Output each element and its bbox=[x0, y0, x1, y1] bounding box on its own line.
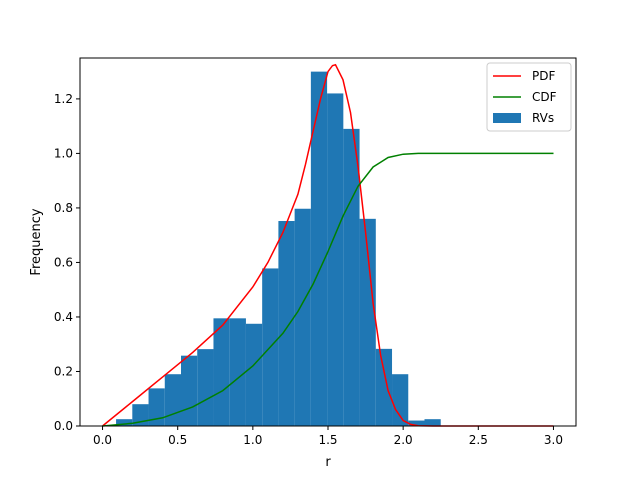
y-tick-label: 0.6 bbox=[54, 255, 73, 269]
x-axis-ticks: 0.0 0.5 1.0 1.5 2.0 2.5 3.0 bbox=[93, 426, 563, 447]
y-tick-label: 0.0 bbox=[54, 419, 73, 433]
histogram-bar bbox=[229, 318, 246, 426]
x-tick-label: 1.5 bbox=[318, 433, 337, 447]
y-tick-label: 1.0 bbox=[54, 146, 73, 160]
legend-cdf-label: CDF bbox=[532, 90, 557, 104]
y-tick-label: 0.8 bbox=[54, 201, 73, 215]
x-tick-label: 1.0 bbox=[243, 433, 262, 447]
legend-rvs-swatch bbox=[493, 113, 521, 123]
histogram-bar bbox=[245, 323, 263, 426]
histogram-bar bbox=[359, 218, 376, 426]
legend-pdf-label: PDF bbox=[532, 69, 555, 83]
x-tick-label: 3.0 bbox=[544, 433, 563, 447]
histogram-bar bbox=[375, 348, 393, 426]
x-tick-label: 0.0 bbox=[93, 433, 112, 447]
y-axis-ticks: 0.0 0.2 0.4 0.6 0.8 1.0 1.2 bbox=[54, 92, 80, 433]
histogram-bar bbox=[116, 419, 133, 426]
histogram-bar bbox=[197, 349, 214, 426]
legend-rvs-label: RVs bbox=[532, 111, 554, 125]
y-tick-label: 0.2 bbox=[54, 364, 73, 378]
histogram-bar bbox=[392, 374, 409, 426]
y-tick-label: 1.2 bbox=[54, 92, 73, 106]
histogram-bar bbox=[408, 420, 425, 426]
histogram-bar bbox=[424, 419, 441, 426]
x-tick-label: 2.5 bbox=[469, 433, 488, 447]
histogram-bars bbox=[116, 71, 441, 426]
histogram-bar bbox=[164, 374, 182, 426]
legend: PDF CDF RVs bbox=[486, 62, 572, 132]
histogram-bar bbox=[213, 318, 230, 426]
histogram-bar bbox=[343, 128, 360, 426]
y-axis-label: Frequency bbox=[29, 208, 44, 275]
x-tick-label: 2.0 bbox=[394, 433, 413, 447]
histogram-bar bbox=[278, 221, 295, 426]
histogram-bar bbox=[327, 93, 344, 426]
y-tick-label: 0.4 bbox=[54, 310, 73, 324]
pdf-line bbox=[102, 63, 554, 427]
histogram-bar bbox=[310, 71, 328, 426]
histogram-bar bbox=[148, 388, 165, 426]
cdf-line bbox=[102, 152, 554, 427]
histogram-bar bbox=[294, 208, 311, 426]
x-axis-label: r bbox=[325, 455, 331, 470]
series-lines bbox=[102, 63, 554, 427]
x-tick-label: 0.5 bbox=[168, 433, 187, 447]
histogram-bar bbox=[181, 355, 198, 426]
